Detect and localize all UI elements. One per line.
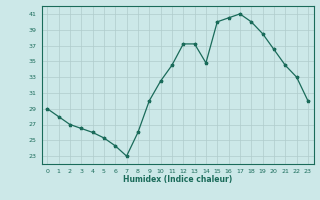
X-axis label: Humidex (Indice chaleur): Humidex (Indice chaleur) [123, 175, 232, 184]
